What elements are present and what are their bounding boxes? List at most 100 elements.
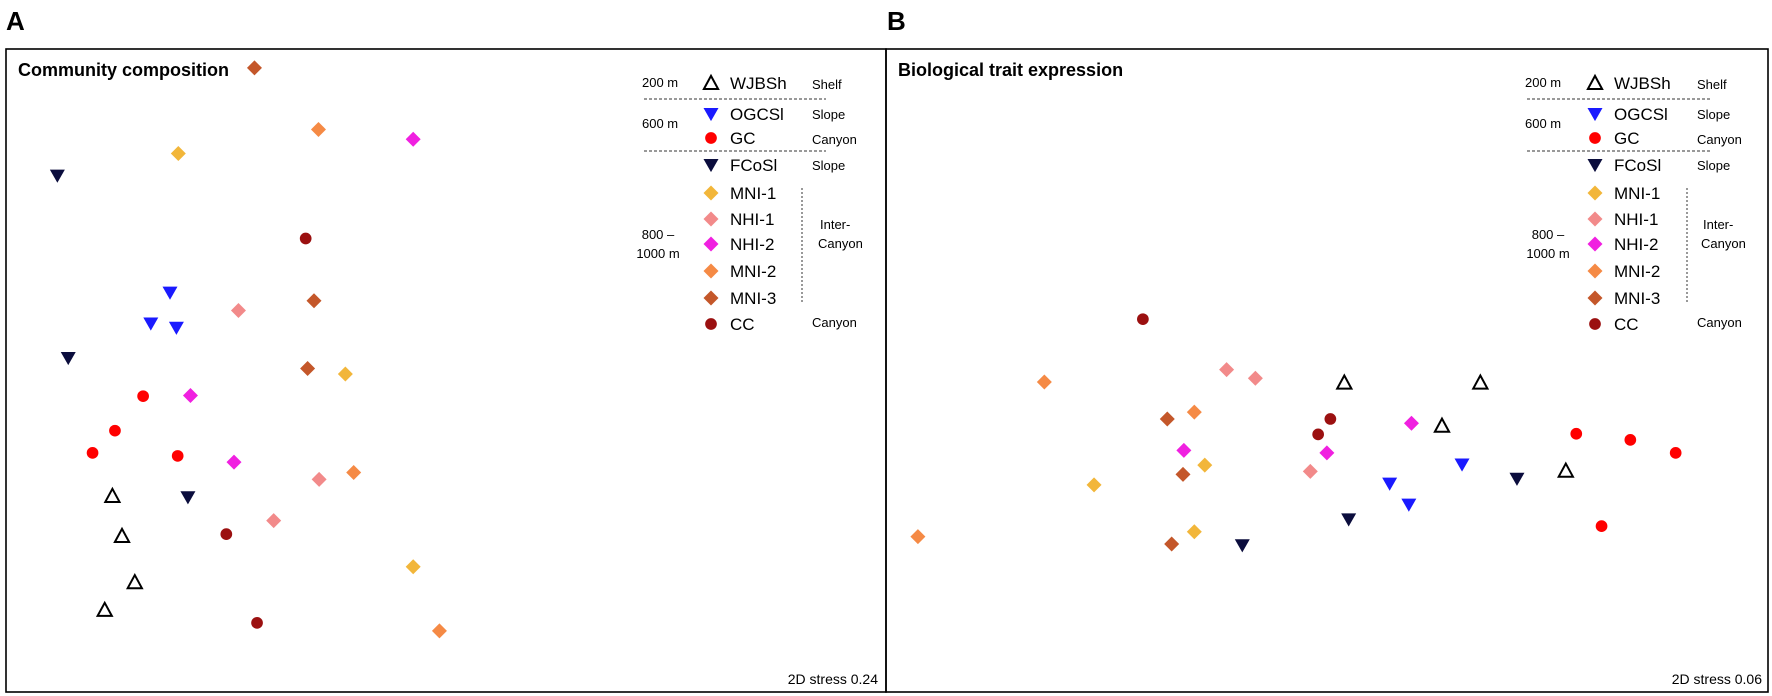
legend-region-slope-2: Slope [812,158,845,173]
legend-region-inter: Inter- [1703,217,1733,232]
point-nhi-1 [230,303,246,319]
legend-region-canyon-3: Canyon [1697,315,1742,330]
point-ogcsl [1382,477,1398,491]
point-nhi-2 [1319,445,1335,461]
legend-region-slope: Slope [1697,107,1730,122]
legend-depth-800: 800 – [1532,227,1565,242]
legend-label-nhi-2: NHI-2 [730,235,774,254]
legend-marker-gc [1589,132,1601,144]
legend-label-fcosl: FCoSl [1614,156,1661,175]
point-gc [1595,520,1608,532]
legend-marker-nhi-2 [1587,236,1603,252]
legend-label-mni-3: MNI-3 [730,289,776,308]
legend-label-cc: CC [730,315,755,334]
legend-label-nhi-2: NHI-2 [1614,235,1658,254]
point-wjbsh [1471,373,1490,390]
legend-depth-1000: 1000 m [636,246,679,261]
point-mni-1 [405,559,421,575]
point-gc [1570,427,1583,440]
legend-label-fcosl: FCoSl [730,156,777,175]
point-fcosl [49,169,65,183]
panel-a-points [49,60,447,639]
legend-marker-wjbsh [1586,73,1604,90]
panel-b-stress: 2D stress 0.06 [1672,671,1762,687]
legend-marker-nhi-1 [703,211,719,227]
point-gc [137,390,149,403]
point-mni-1 [1086,477,1102,493]
panel-b-frame [885,48,1769,693]
legend-marker-fcosl [1587,159,1603,173]
point-wjbsh [95,600,114,617]
point-wjbsh [1556,461,1575,478]
point-cc [299,232,312,245]
panel-label-b: B [887,6,906,36]
legend-marker-mni-1 [703,185,719,201]
legend-marker-ogcsl [703,108,719,122]
legend-marker-wjbsh [702,73,720,90]
point-nhi-1 [311,471,327,487]
point-nhi-1 [1302,463,1318,479]
panel-a-legend: 200 m 600 m 800 – 1000 m WJBSh OGCSl GC FCo… [636,73,863,334]
panel-b-title: Biological trait expression [898,60,1123,80]
legend-label-gc: GC [730,129,756,148]
legend-label-mni-2: MNI-2 [1614,262,1660,281]
point-ogcsl [1454,458,1470,472]
point-mni-3 [1164,536,1180,552]
point-wjbsh [103,486,122,503]
point-nhi-2 [1176,442,1192,458]
point-mni-3 [1175,466,1191,482]
legend-label-mni-2: MNI-2 [730,262,776,281]
point-mni-2 [310,121,326,137]
legend-depth-800: 800 – [642,227,675,242]
legend-label-wjbsh: WJBSh [730,74,787,93]
point-mni-3 [246,60,262,76]
legend-label-ogcsl: OGCSl [1614,105,1668,124]
point-fcosl [1509,472,1525,486]
legend-region-slope: Slope [812,107,845,122]
point-nhi-2 [182,388,198,404]
legend-label-nhi-1: NHI-1 [1614,210,1658,229]
legend-region-inter: Inter- [820,217,850,232]
point-fcosl [60,351,76,366]
point-gc [86,446,99,459]
legend-marker-mni-3 [703,290,719,306]
point-gc [1669,446,1682,459]
point-gc [171,450,184,462]
legend-marker-fcosl [703,159,719,173]
point-fcosl [1234,539,1250,553]
legend-label-cc: CC [1614,315,1639,334]
point-mni-1 [1186,524,1202,540]
point-ogcsl [1401,498,1417,512]
point-mni-2 [1186,404,1202,420]
legend-label-nhi-1: NHI-1 [730,210,774,229]
point-ogcsl [168,321,184,335]
legend-marker-mni-2 [1587,263,1603,279]
point-mni-1 [337,366,353,382]
legend-region-canyon-3: Canyon [812,315,857,330]
legend-marker-cc [705,318,717,330]
point-fcosl [180,491,196,505]
legend-region-canyon-2: Canyon [818,236,863,251]
point-ogcsl [162,286,178,300]
legend-depth-200: 200 m [642,75,678,90]
panel-b-legend: 200 m 600 m 800 – 1000 m WJBSh OGCSl GC FCo… [1525,73,1746,334]
legend-label-gc: GC [1614,129,1640,148]
point-fcosl [1341,513,1357,527]
point-mni-2 [910,529,926,545]
legend-marker-nhi-2 [703,236,719,252]
point-wjbsh [1335,373,1354,390]
legend-region-canyon: Canyon [1697,132,1742,147]
panel-a-title: Community composition [18,60,229,80]
legend-depth-1000: 1000 m [1526,246,1569,261]
point-cc [220,528,233,541]
legend-depth-600: 600 m [1525,116,1561,131]
point-wjbsh [1433,416,1451,433]
legend-region-slope-2: Slope [1697,158,1730,173]
point-nhi-2 [405,131,421,147]
legend-label-wjbsh: WJBSh [1614,74,1671,93]
point-wjbsh [113,526,131,543]
point-ogcsl [143,317,159,331]
legend-items: WJBSh OGCSl GC FCoSl MNI-1 NHI-1 NHI-2 MNI-2 MNI… [702,73,787,334]
legend-region-shelf: Shelf [1697,77,1727,92]
